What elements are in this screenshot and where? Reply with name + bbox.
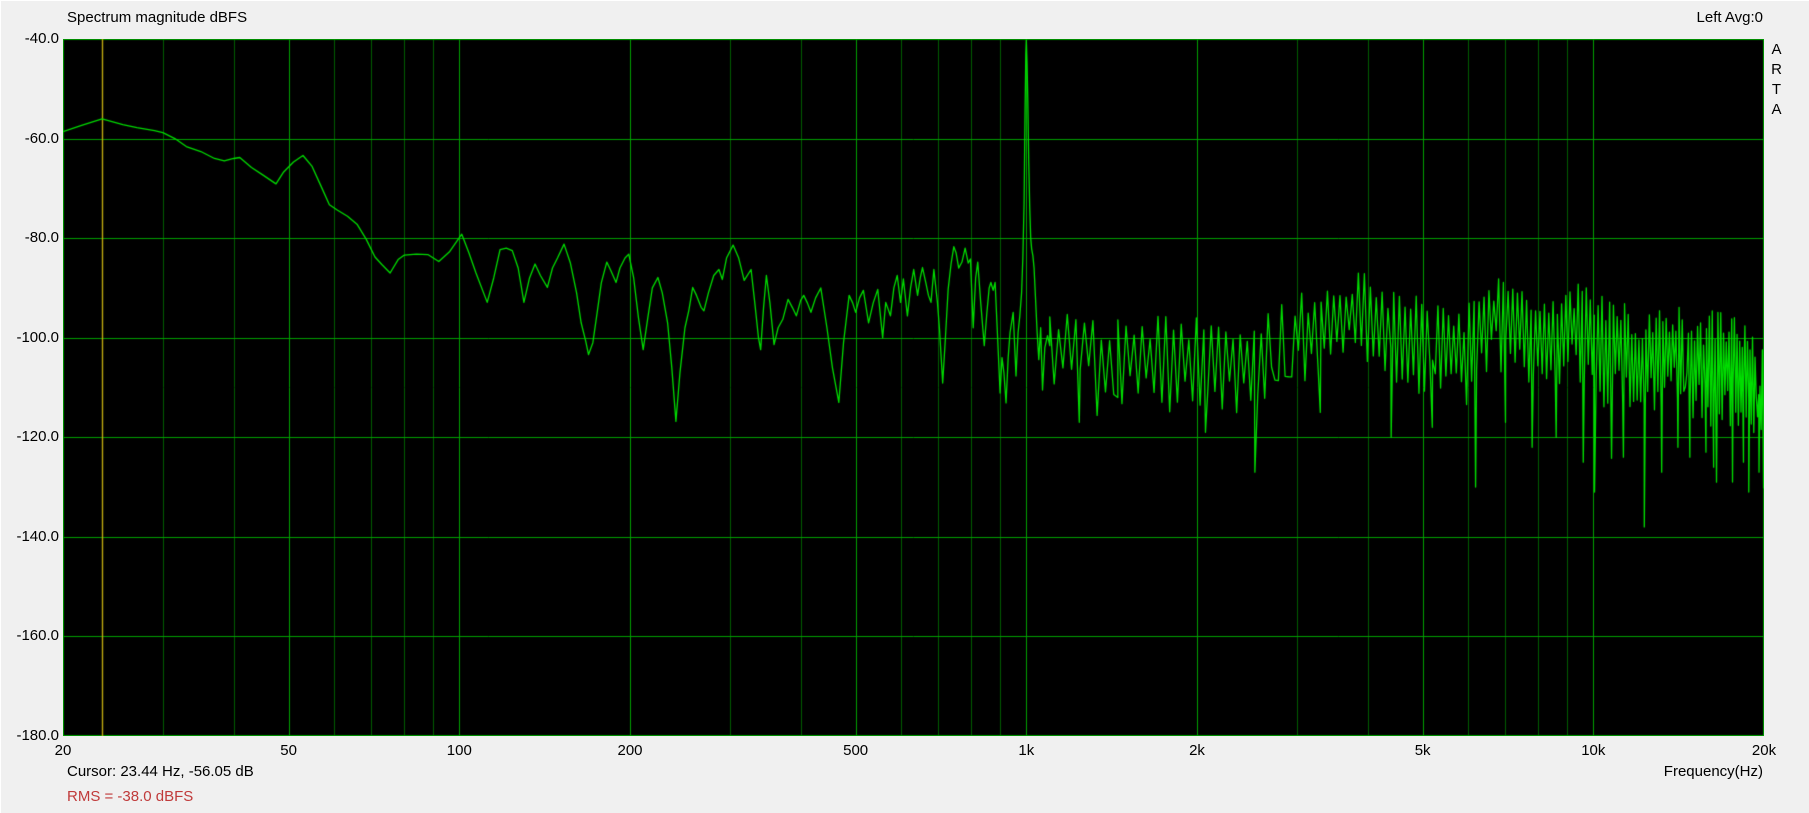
channel-average-status: Left Avg:0 <box>1696 9 1763 26</box>
y-tick-label: -160.0 <box>16 627 59 645</box>
x-tick-label: 500 <box>843 742 869 759</box>
x-tick-label: 50 <box>280 742 297 759</box>
y-tick-label: -120.0 <box>16 428 59 446</box>
spectrum-plot-canvas[interactable] <box>63 39 1764 736</box>
y-tick-label: -40.0 <box>24 30 59 47</box>
cursor-readout: Cursor: 23.44 Hz, -56.05 dB <box>67 763 254 780</box>
plot-title: Spectrum magnitude dBFS <box>67 9 248 26</box>
y-tick-label: -60.0 <box>24 129 59 147</box>
y-tick-label: -140.0 <box>16 527 59 545</box>
x-tick-label: 2k <box>1189 742 1205 759</box>
rms-readout: RMS = -38.0 dBFS <box>67 788 194 805</box>
x-tick-label: 5k <box>1414 742 1431 759</box>
x-tick-label: 1k <box>1018 742 1035 759</box>
x-tick-label: 200 <box>617 742 643 759</box>
x-axis-label: Frequency(Hz) <box>1663 763 1763 780</box>
x-tick-label: 20k <box>1751 742 1777 759</box>
x-tick-label: 100 <box>446 742 472 759</box>
y-tick-label: -100.0 <box>16 328 59 346</box>
x-tick-label: 20 <box>54 742 72 759</box>
x-tick-label: 10k <box>1581 742 1606 759</box>
arta-logo: ARTA <box>1768 41 1785 121</box>
y-tick-label: -180.0 <box>16 727 59 744</box>
y-tick-label: -80.0 <box>24 229 59 247</box>
